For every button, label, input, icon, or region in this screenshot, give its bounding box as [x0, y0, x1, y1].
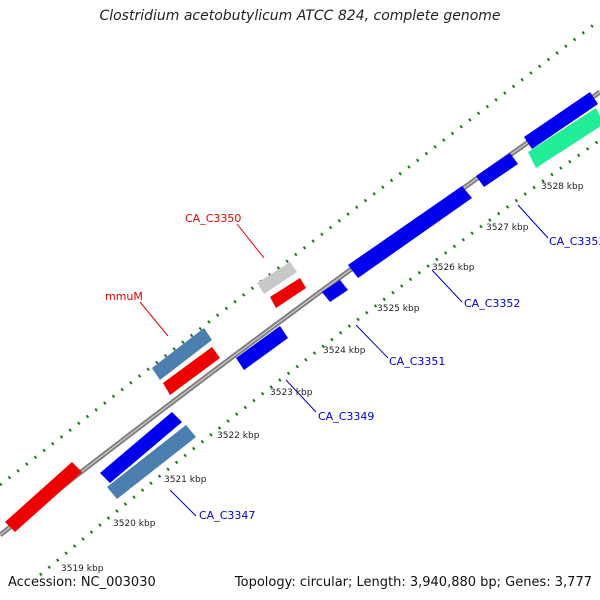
callout-line-CA_C3351 — [355, 324, 389, 359]
gene-arrow-red[interactable] — [5, 462, 82, 532]
callout-line-mmuM — [139, 301, 169, 337]
label-CA_C3350[interactable]: CA_C3350 — [185, 212, 241, 225]
outer-tick-track — [0, 18, 600, 487]
axis-label-3524: 3524 kbp — [323, 346, 366, 356]
label-CA_C3347[interactable]: CA_C3347 — [199, 509, 255, 522]
gene-arrow-mmuM[interactable] — [152, 328, 212, 380]
label-CA_C3353[interactable]: CA_C3353 — [549, 235, 600, 248]
callout-line-CA_C3349 — [285, 379, 317, 413]
axis-label-3528: 3528 kbp — [541, 182, 584, 192]
axis-label-3527: 3527 kbp — [486, 223, 529, 233]
gene-arrow-CA_C3347[interactable] — [107, 425, 196, 499]
callout-line-CA_C3347 — [169, 489, 197, 517]
callout-line-CA_C3353 — [517, 204, 549, 239]
label-mmuM[interactable]: mmuM — [105, 290, 143, 303]
genome-summary-text: Topology: circular; Length: 3,940,880 bp… — [234, 575, 592, 590]
gene-arrow-CA_C3352[interactable] — [348, 186, 472, 278]
gene-arrow-CA_C3351[interactable] — [322, 280, 348, 302]
gene-arrow-red-mid[interactable] — [163, 347, 220, 395]
axis-label-3526: 3526 kbp — [432, 263, 475, 273]
gene-arrow-teal[interactable] — [528, 108, 600, 168]
axis-label-3523: 3523 kbp — [270, 388, 313, 398]
accession-text: Accession: NC_003030 — [8, 575, 156, 590]
gene-arrow-red-small[interactable] — [270, 278, 306, 308]
gene-arrow-CA_C3349[interactable] — [236, 326, 288, 370]
gene-arrow-CA_C3350[interactable] — [257, 262, 297, 294]
axis-label-3525: 3525 kbp — [377, 304, 420, 314]
gene-arrow-CA_C3353[interactable] — [476, 153, 518, 187]
gene-arrow-blue-right[interactable] — [524, 92, 598, 149]
gene-arrow-blue[interactable] — [100, 412, 182, 483]
axis-label-3520: 3520 kbp — [113, 519, 156, 529]
map-title: Clostridium acetobutylicum ATCC 824, com… — [99, 8, 501, 24]
callout-line-CA_C3350 — [236, 223, 265, 259]
axis-label-3519: 3519 kbp — [61, 564, 104, 574]
label-CA_C3352[interactable]: CA_C3352 — [464, 297, 520, 310]
axis-label-3521: 3521 kbp — [164, 475, 207, 485]
inner-tick-track — [39, 138, 600, 577]
label-CA_C3351[interactable]: CA_C3351 — [389, 355, 445, 368]
callout-line-CA_C3352 — [431, 269, 463, 303]
genome-backbone-highlight — [0, 91, 600, 536]
label-CA_C3349[interactable]: CA_C3349 — [318, 410, 374, 423]
axis-label-3522: 3522 kbp — [217, 431, 260, 441]
